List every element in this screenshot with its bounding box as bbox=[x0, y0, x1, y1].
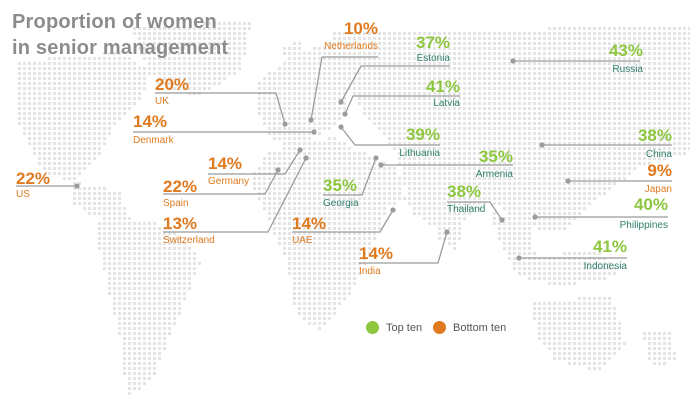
value-label-netherlands: 10% bbox=[343, 19, 378, 38]
chart-title-line-2: in senior management bbox=[12, 37, 229, 59]
country-label-germany: Germany bbox=[208, 176, 250, 187]
value-label-russia: 43% bbox=[608, 41, 643, 60]
country-label-china: China bbox=[645, 149, 672, 160]
leader-line-spain bbox=[163, 169, 279, 195]
leader-line-estonia bbox=[340, 65, 450, 103]
country-label-japan: Japan bbox=[644, 184, 672, 195]
value-label-latvia: 41% bbox=[425, 77, 460, 96]
location-dot-japan bbox=[565, 178, 571, 184]
value-label-spain: 22% bbox=[163, 177, 198, 196]
legend-top-ten-label: Top ten bbox=[386, 321, 423, 334]
legend-top-ten-swatch bbox=[366, 321, 379, 334]
country-label-estonia: Estonia bbox=[416, 53, 450, 64]
chart-title: Proportion of women in senior management bbox=[12, 9, 228, 61]
country-label-indonesia: Indonesia bbox=[583, 261, 627, 272]
leader-line-india bbox=[359, 231, 448, 264]
value-label-denmark: 14% bbox=[133, 112, 168, 131]
location-dot-uk bbox=[282, 121, 288, 127]
country-label-lithuania: Lithuania bbox=[399, 148, 440, 159]
location-dot-spain bbox=[275, 167, 281, 173]
location-dot-china bbox=[539, 142, 545, 148]
value-label-philippines: 40% bbox=[633, 195, 668, 214]
country-label-india: India bbox=[359, 266, 381, 277]
leader-line-switzerland bbox=[163, 157, 307, 233]
leader-line-uae bbox=[292, 209, 394, 233]
leader-line-germany bbox=[208, 149, 301, 175]
country-label-georgia: Georgia bbox=[323, 198, 359, 209]
value-label-thailand: 38% bbox=[447, 182, 482, 201]
country-label-denmark: Denmark bbox=[133, 135, 174, 146]
country-label-philippines: Philippines bbox=[619, 220, 668, 231]
legend-bottom-ten: Bottom ten bbox=[433, 321, 506, 334]
location-dot-latvia bbox=[342, 111, 348, 117]
value-label-uk: 20% bbox=[155, 75, 190, 94]
value-label-indonesia: 41% bbox=[592, 237, 627, 256]
country-label-us: US bbox=[16, 189, 30, 200]
location-dot-russia bbox=[510, 58, 516, 64]
location-dot-philippines bbox=[532, 214, 538, 220]
country-label-uk: UK bbox=[155, 96, 169, 107]
value-label-china: 38% bbox=[637, 126, 672, 145]
value-label-armenia: 35% bbox=[478, 147, 513, 166]
value-label-lithuania: 39% bbox=[405, 125, 440, 144]
leader-line-netherlands bbox=[310, 56, 378, 121]
location-dot-us bbox=[74, 183, 80, 189]
country-label-thailand: Thailand bbox=[447, 204, 486, 215]
legend-bottom-ten-label: Bottom ten bbox=[453, 321, 507, 334]
location-dot-switzerland bbox=[303, 155, 309, 161]
value-label-uae: 14% bbox=[292, 214, 327, 233]
leader-line-thailand bbox=[447, 201, 503, 221]
value-label-estonia: 37% bbox=[415, 33, 450, 52]
leader-line-latvia bbox=[344, 95, 460, 115]
legend-top-ten: Top ten bbox=[366, 321, 422, 334]
country-label-russia: Russia bbox=[612, 64, 643, 75]
value-label-switzerland: 13% bbox=[163, 214, 198, 233]
value-label-india: 14% bbox=[359, 244, 394, 263]
location-dot-estonia bbox=[338, 99, 344, 105]
country-label-switzerland: Switzerland bbox=[163, 235, 215, 246]
location-dot-denmark bbox=[311, 129, 317, 135]
country-label-latvia: Latvia bbox=[433, 98, 460, 109]
value-label-germany: 14% bbox=[208, 154, 243, 173]
legend-bottom-ten-swatch bbox=[433, 321, 446, 334]
value-label-georgia: 35% bbox=[323, 176, 358, 195]
value-label-japan: 9% bbox=[647, 161, 672, 180]
location-dot-germany bbox=[297, 147, 303, 153]
location-dot-india bbox=[444, 229, 450, 235]
chart-title-line-1: Proportion of women bbox=[12, 11, 217, 33]
location-dot-armenia bbox=[378, 162, 384, 168]
leader-line-lithuania bbox=[340, 126, 440, 146]
leader-line-georgia bbox=[323, 157, 377, 196]
leader-lines bbox=[16, 56, 672, 264]
location-dot-uae bbox=[390, 207, 396, 213]
location-dot-indonesia bbox=[516, 255, 522, 261]
leader-line-uk bbox=[155, 92, 286, 125]
location-dot-thailand bbox=[499, 217, 505, 223]
location-dot-netherlands bbox=[308, 117, 314, 123]
country-label-armenia: Armenia bbox=[475, 169, 513, 180]
country-label-spain: Spain bbox=[163, 198, 189, 209]
country-label-netherlands: Netherlands bbox=[324, 41, 378, 52]
value-label-us: 22% bbox=[16, 169, 51, 188]
country-label-uae: UAE bbox=[292, 235, 313, 246]
location-dot-lithuania bbox=[338, 124, 344, 130]
location-dot-georgia bbox=[373, 155, 379, 161]
